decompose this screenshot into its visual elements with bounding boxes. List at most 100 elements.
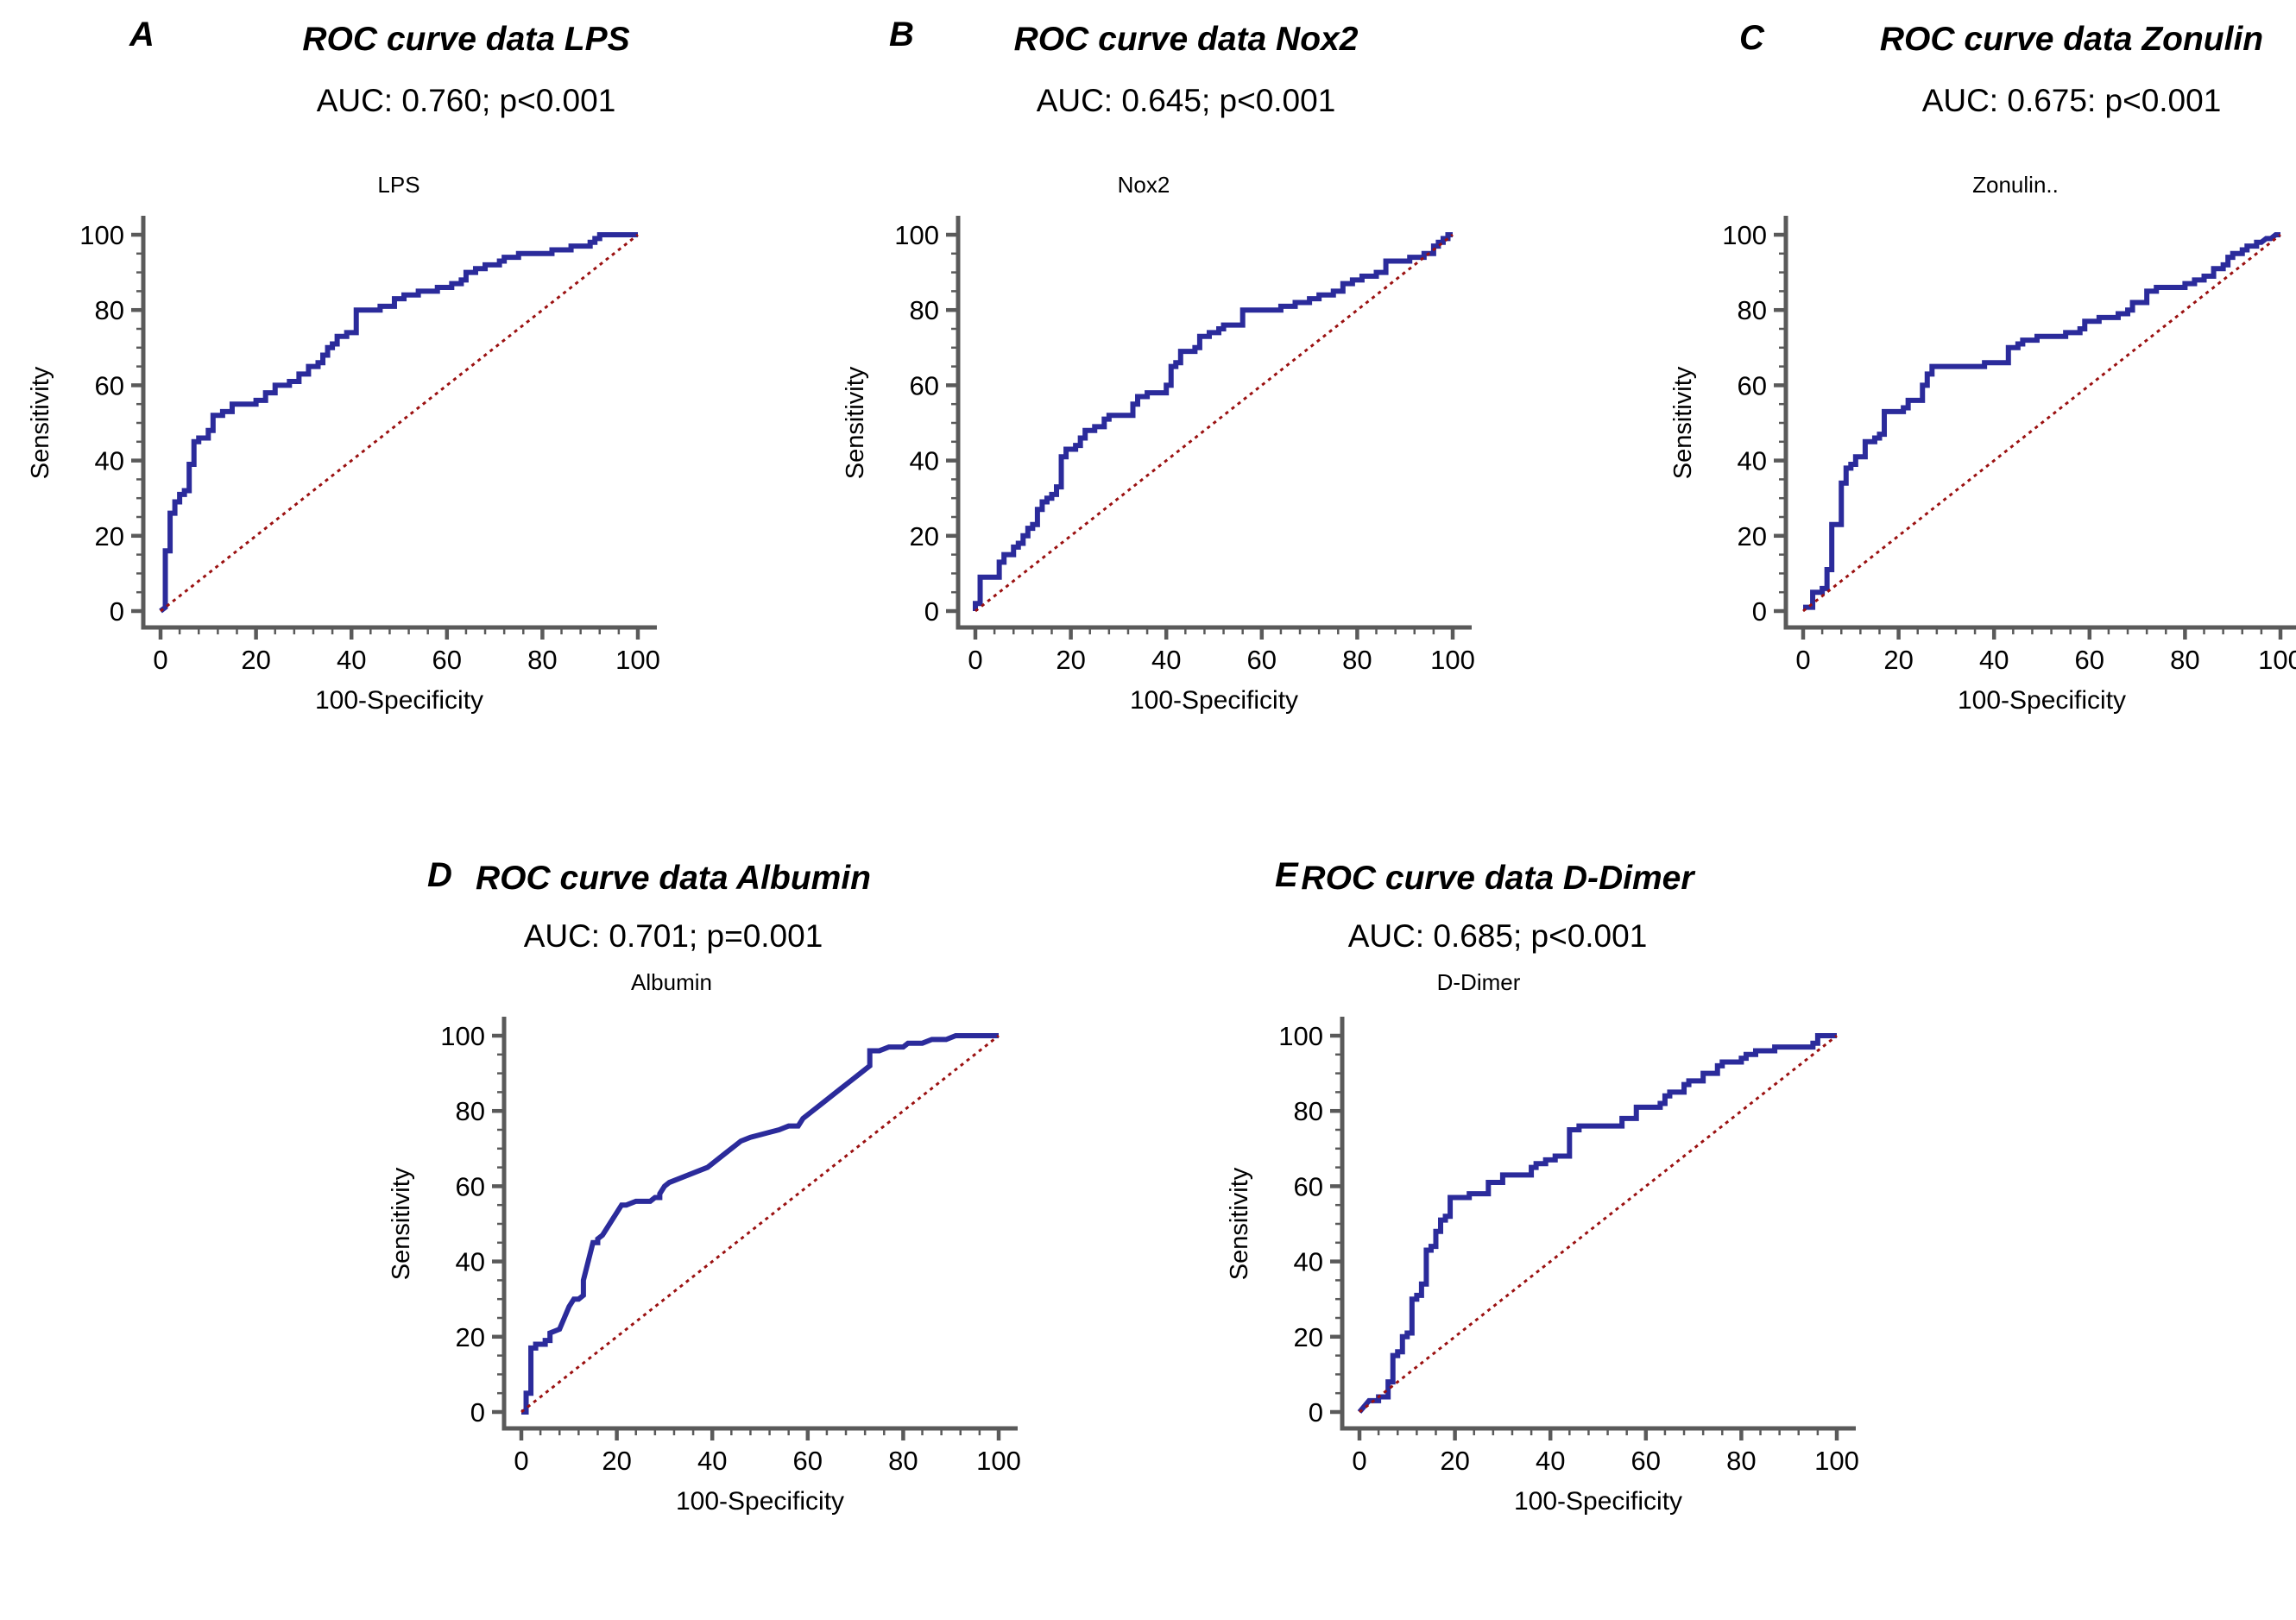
y-tick-label: 0: [924, 596, 939, 627]
x-tick-label: 40: [1151, 645, 1181, 675]
chance-diagonal-line: [975, 233, 1454, 613]
x-tick-label: 40: [697, 1446, 727, 1476]
x-tick-label: 100: [976, 1446, 1021, 1476]
x-tick-label: 60: [793, 1446, 823, 1476]
y-tick-label: 100: [1278, 1021, 1323, 1051]
panel-auc-text: AUC: 0.685; p<0.001: [1347, 918, 1648, 954]
panel-subtitle: Nox2: [1117, 172, 1170, 198]
y-tick-label: 60: [1294, 1171, 1323, 1201]
panel-subtitle: Zonulin..: [1972, 172, 2059, 198]
x-axis-label: 100-Specificity: [1958, 686, 2126, 715]
x-tick-label: 80: [1726, 1446, 1756, 1476]
panel-title: ROC curve data Nox2: [1013, 21, 1359, 58]
x-axis-label: 100-Specificity: [1130, 686, 1298, 715]
x-tick-label: 60: [1247, 645, 1277, 675]
y-tick-label: 40: [456, 1247, 485, 1277]
chance-diagonal-line: [160, 233, 639, 613]
panel-title: ROC curve data Albumin: [476, 860, 871, 897]
y-tick-label: 0: [110, 596, 124, 627]
panel-letter: B: [889, 16, 914, 54]
y-tick-label: 80: [910, 295, 939, 325]
y-tick-label: 60: [95, 370, 124, 400]
y-tick-label: 60: [456, 1171, 485, 1201]
panel-letter: C: [1739, 19, 1764, 57]
panel-subtitle: LPS: [377, 172, 420, 198]
y-axis-label: Sensitivity: [388, 1167, 415, 1280]
x-axis-label: 100-Specificity: [676, 1487, 844, 1516]
ticks: [1330, 1033, 1839, 1440]
x-tick-label: 0: [514, 1446, 528, 1476]
y-tick-label: 40: [95, 446, 124, 476]
roc-chart: 0 20 40 60 80 100 0 20 40 60 80 100 100-Specificity S…: [1213, 999, 1886, 1535]
roc-plot-svg: 0 20 40 60 80 100 0 20 40 60 80 100 100-Specificity S…: [27, 216, 660, 715]
x-tick-label: 100: [2258, 645, 2296, 675]
y-tick-label: 60: [1738, 370, 1767, 400]
x-tick-label: 20: [1883, 645, 1913, 675]
y-axis-label: Sensitivity: [1226, 1167, 1253, 1280]
roc-curve-line: [1803, 232, 2280, 610]
y-tick-label: 40: [1738, 446, 1767, 476]
x-tick-label: 20: [1440, 1446, 1469, 1476]
x-tick-label: 80: [888, 1446, 918, 1476]
y-tick-label: 80: [1738, 295, 1767, 325]
y-tick-label: 20: [95, 521, 124, 552]
panel-letter: A: [129, 16, 155, 54]
roc-chart: 0 20 40 60 80 100 0 20 40 60 80 100 100-Specificity S…: [14, 199, 687, 734]
y-axis-label: Sensitivity: [1669, 366, 1697, 479]
chance-diagonal-line: [520, 1034, 1000, 1414]
y-axis-label: Sensitivity: [27, 366, 54, 479]
x-tick-label: 80: [527, 645, 557, 675]
roc-curve-line: [973, 232, 1453, 611]
y-tick-label: 0: [470, 1397, 485, 1428]
panel-title: ROC curve data Zonulin: [1879, 21, 2264, 58]
x-tick-label: 20: [241, 645, 270, 675]
roc-plot-svg: 0 20 40 60 80 100 0 20 40 60 80 100 100-Specificity S…: [388, 1017, 1021, 1516]
x-tick-label: 80: [2170, 645, 2199, 675]
x-axis-label: 100-Specificity: [1514, 1487, 1682, 1516]
x-tick-label: 0: [1795, 645, 1810, 675]
panel-title: ROC curve data D-Dimer: [1301, 860, 1694, 897]
x-tick-label: 20: [602, 1446, 631, 1476]
y-tick-label: 100: [440, 1021, 485, 1051]
tick-labels: 0 20 40 60 80 100 0 20 40 60 80 100: [894, 220, 1475, 675]
y-tick-label: 80: [456, 1096, 485, 1126]
roc-curve-line: [159, 232, 638, 614]
panel-auc-text: AUC: 0.760; p<0.001: [316, 83, 616, 118]
x-tick-label: 20: [1056, 645, 1085, 675]
panel-letter: E: [1275, 856, 1298, 894]
x-tick-label: 60: [432, 645, 462, 675]
panel-subtitle: D-Dimer: [1436, 969, 1521, 995]
y-tick-label: 40: [910, 446, 939, 476]
y-tick-label: 40: [1294, 1247, 1323, 1277]
panel-subtitle: Albumin: [631, 969, 712, 995]
y-tick-label: 20: [1294, 1322, 1323, 1352]
roc-plot-svg: 0 20 40 60 80 100 0 20 40 60 80 100 100-Specificity S…: [1669, 216, 2296, 715]
x-tick-label: 0: [153, 645, 167, 675]
ticks: [946, 232, 1455, 640]
x-tick-label: 100: [615, 645, 660, 675]
y-tick-label: 0: [1752, 596, 1767, 627]
panel-title: ROC curve data LPS: [302, 21, 630, 58]
roc-plot-svg: 0 20 40 60 80 100 0 20 40 60 80 100 100-Specificity S…: [842, 216, 1475, 715]
chance-diagonal-line: [1359, 1034, 1838, 1414]
x-tick-label: 0: [968, 645, 982, 675]
y-tick-label: 20: [1738, 521, 1767, 552]
x-tick-label: 100: [1430, 645, 1475, 675]
y-tick-label: 100: [894, 220, 939, 250]
y-tick-label: 0: [1309, 1397, 1323, 1428]
y-tick-label: 20: [456, 1322, 485, 1352]
axes: [1783, 216, 2296, 630]
x-tick-label: 60: [1631, 1446, 1661, 1476]
ticks: [131, 232, 640, 640]
roc-chart: 0 20 40 60 80 100 0 20 40 60 80 100 100-Specificity S…: [829, 199, 1502, 734]
tick-labels: 0 20 40 60 80 100 0 20 40 60 80 100: [1278, 1021, 1859, 1476]
tick-labels: 0 20 40 60 80 100 0 20 40 60 80 100: [440, 1021, 1021, 1476]
roc-chart: 0 20 40 60 80 100 0 20 40 60 80 100 100-Specificity S…: [375, 999, 1048, 1535]
x-tick-label: 40: [337, 645, 366, 675]
y-tick-label: 100: [1722, 220, 1767, 250]
x-tick-label: 40: [1979, 645, 2009, 675]
roc-plot-svg: 0 20 40 60 80 100 0 20 40 60 80 100 100-Specificity S…: [1226, 1017, 1859, 1516]
x-axis-label: 100-Specificity: [315, 686, 483, 715]
tick-labels: 0 20 40 60 80 100 0 20 40 60 80 100: [1722, 220, 2296, 675]
